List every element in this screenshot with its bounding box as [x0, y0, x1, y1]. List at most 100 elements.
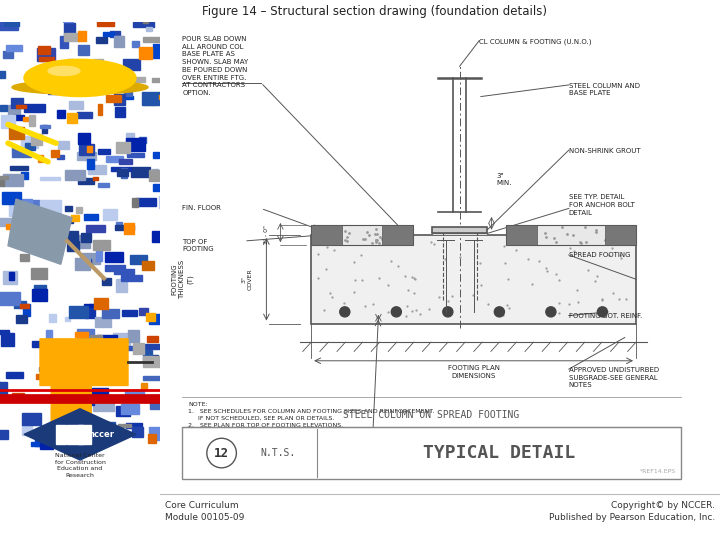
Bar — [141, 383, 147, 388]
Bar — [63, 231, 78, 240]
Bar — [116, 142, 130, 153]
Bar — [38, 46, 50, 55]
Bar — [110, 377, 117, 381]
Text: 2' - 0": 2' - 0" — [264, 226, 269, 245]
Bar — [63, 10, 73, 22]
Ellipse shape — [48, 66, 80, 76]
Text: 3" COVER: 3" COVER — [339, 434, 373, 441]
Bar — [11, 98, 22, 108]
Bar — [67, 425, 84, 444]
Bar — [40, 125, 50, 128]
Text: TOP OF
FOOTING: TOP OF FOOTING — [182, 239, 214, 252]
Bar — [153, 184, 163, 191]
Bar — [87, 159, 94, 169]
Bar — [0, 21, 18, 30]
Bar — [133, 342, 144, 354]
Bar — [6, 45, 22, 51]
Bar — [32, 134, 42, 145]
Bar — [126, 138, 145, 151]
Bar — [109, 341, 121, 345]
Bar — [63, 382, 73, 390]
Bar — [111, 167, 131, 171]
Bar — [132, 42, 139, 47]
Bar — [182, 428, 681, 478]
Bar — [78, 178, 94, 184]
Bar — [311, 225, 342, 245]
Bar — [130, 255, 148, 265]
Bar — [143, 349, 152, 363]
Bar — [113, 333, 130, 347]
Bar — [69, 306, 89, 318]
Bar — [119, 360, 127, 368]
Bar — [81, 75, 94, 78]
Bar — [24, 104, 45, 112]
Bar — [94, 240, 110, 251]
Bar — [153, 152, 158, 158]
Bar — [107, 156, 123, 163]
Bar — [143, 13, 148, 23]
Bar — [40, 177, 60, 180]
Bar — [121, 404, 139, 414]
Bar — [37, 49, 55, 60]
Bar — [32, 289, 47, 301]
Bar — [9, 202, 27, 216]
Bar — [35, 433, 54, 446]
Bar — [146, 27, 152, 31]
Bar — [86, 225, 105, 232]
Bar — [77, 112, 92, 118]
Bar — [65, 206, 72, 211]
Bar — [84, 214, 97, 220]
Bar — [76, 392, 91, 404]
Bar — [0, 71, 5, 78]
Text: 12: 12 — [214, 447, 229, 460]
Bar — [116, 279, 127, 292]
Bar — [16, 315, 27, 323]
Bar — [20, 305, 29, 308]
Bar — [148, 427, 164, 440]
Text: 3"
COVER: 3" COVER — [241, 268, 252, 290]
Bar — [127, 133, 134, 143]
Bar — [105, 265, 125, 271]
Bar — [125, 390, 145, 396]
Bar — [30, 442, 40, 446]
Bar — [115, 96, 133, 99]
Bar — [48, 314, 56, 322]
Bar — [122, 310, 137, 316]
Bar — [125, 222, 134, 234]
Bar — [0, 387, 4, 393]
Bar — [139, 137, 145, 143]
Bar — [94, 177, 98, 180]
Bar — [96, 248, 102, 261]
Bar — [76, 207, 83, 213]
Bar — [88, 165, 106, 173]
Bar — [94, 316, 111, 327]
Polygon shape — [24, 409, 136, 460]
Bar — [12, 393, 24, 399]
Bar — [0, 218, 16, 226]
Bar — [65, 170, 85, 179]
Text: STEEL COLUMN ON SPREAD FOOTING: STEEL COLUMN ON SPREAD FOOTING — [343, 410, 520, 421]
Bar — [59, 379, 75, 386]
Bar — [94, 298, 108, 309]
Bar — [24, 143, 35, 150]
Bar — [67, 59, 73, 67]
Bar — [102, 309, 120, 318]
Bar — [40, 200, 61, 212]
Bar — [85, 305, 95, 318]
Text: NOTE:
1.   SEE SCHEDULES FOR COLUMN AND FOOTING SIZES AND REINFORCEMENT.
     IF: NOTE: 1. SEE SCHEDULES FOR COLUMN AND FO… — [188, 402, 434, 428]
Text: FIN. FLOOR: FIN. FLOOR — [182, 205, 221, 211]
Bar — [77, 234, 90, 248]
Bar — [78, 259, 91, 264]
Bar — [39, 57, 54, 61]
Bar — [90, 335, 102, 347]
Text: nccer: nccer — [88, 430, 114, 439]
Bar — [125, 87, 132, 96]
Bar — [132, 427, 143, 437]
Bar — [140, 47, 152, 59]
Text: FOOTING PLAN
DIMENSIONS: FOOTING PLAN DIMENSIONS — [448, 366, 500, 379]
Bar — [51, 150, 59, 157]
Bar — [13, 116, 24, 120]
Bar — [3, 174, 24, 186]
Bar — [46, 330, 53, 338]
Bar — [21, 136, 38, 148]
